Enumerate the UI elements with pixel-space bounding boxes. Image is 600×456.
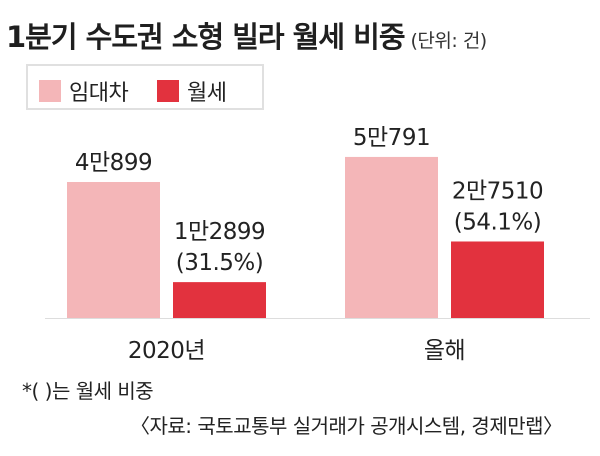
legend-swatch-monthly-rent — [157, 80, 179, 102]
chart-title: 1분기 수도권 소형 빌라 월세 비중 — [6, 20, 405, 54]
bar-rental-0 — [67, 182, 160, 318]
unit-label: (단위: 건) — [410, 30, 488, 52]
share-label-monthly-rent-0: (31.5%) — [176, 250, 264, 276]
data-label-monthly-rent-1: 2만7510 — [452, 178, 543, 204]
bar-monthly-rent-0 — [173, 282, 266, 318]
legend: 임대차 월세 — [26, 64, 264, 110]
footnote: *( )는 월세 비중 — [22, 379, 154, 403]
data-label-rental-0: 4만899 — [75, 150, 152, 176]
source-credit: 〈자료: 국토교통부 실거래가 공개시스템, 경제만랩〉 — [130, 414, 563, 438]
legend-item-monthly-rent: 월세 — [157, 75, 227, 107]
category-label-1: 올해 — [424, 338, 465, 364]
bar-monthly-rent-1 — [451, 241, 544, 318]
share-label-monthly-rent-1: (54.1%) — [454, 209, 542, 235]
legend-swatch-rental — [39, 80, 61, 102]
legend-item-rental: 임대차 — [39, 75, 129, 107]
legend-label-rental: 임대차 — [69, 81, 129, 106]
bar-chart: 4만899 1만2899 (31.5%) 2020년 5만791 2만7510 (54.1%… — [45, 125, 590, 364]
category-label-0: 2020년 — [128, 338, 205, 364]
data-label-rental-1: 5만791 — [353, 125, 430, 151]
legend-label-monthly-rent: 월세 — [187, 81, 227, 106]
data-label-monthly-rent-0: 1만2899 — [174, 219, 265, 245]
chart-header: 1분기 수도권 소형 빌라 월세 비중 (단위: 건) — [6, 14, 487, 56]
bar-rental-1 — [345, 156, 438, 318]
